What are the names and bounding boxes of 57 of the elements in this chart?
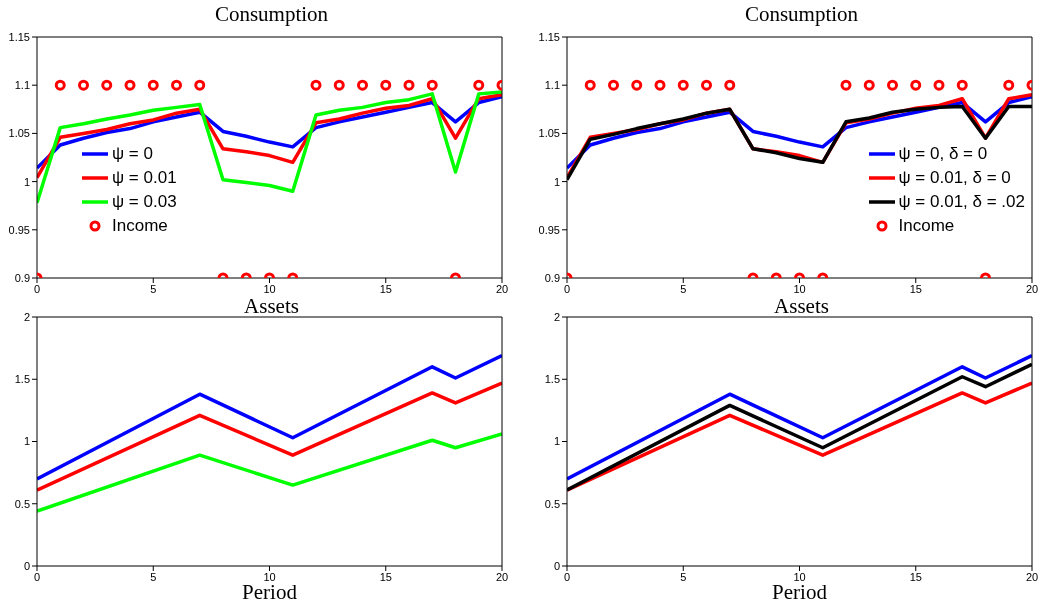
x-tick-label: 5 (680, 570, 687, 583)
y-tick-label: 0.9 (14, 271, 30, 284)
x-tick-label: 15 (909, 570, 922, 583)
y-tick-label: 0 (553, 559, 560, 572)
y-tick-label: 1.1 (14, 79, 30, 92)
line-series (37, 353, 502, 481)
x-tick-label: 0 (563, 570, 571, 583)
x-tick-label: 20 (1025, 282, 1039, 295)
x-tick-label: 5 (680, 282, 687, 295)
y-tick-label: 2 (23, 310, 30, 323)
x-tick-label: 10 (793, 570, 806, 583)
chart-title: Consumption (213, 2, 330, 26)
y-tick-label: 2 (553, 310, 560, 323)
chart-title: Assets (243, 294, 300, 318)
legend-label: ψ = 0.01 (112, 168, 177, 188)
line-series (37, 381, 502, 492)
x-tick-label: 10 (793, 282, 806, 295)
x-tick-label: 20 (495, 570, 509, 583)
x-tick-label: 5 (150, 282, 157, 295)
y-tick-label: 1.05 (8, 127, 30, 140)
y-tick-label: 0.95 (538, 223, 560, 236)
x-tick-label: 20 (1025, 570, 1039, 583)
y-tick-label: 1 (23, 175, 30, 188)
x-tick-label: 0 (33, 282, 41, 295)
y-tick-label: 1.1 (544, 79, 560, 92)
y-tick-label: 0.5 (14, 497, 30, 510)
y-tick-label: 1 (553, 435, 560, 448)
y-tick-label: 1.5 (544, 373, 560, 386)
x-tick-label: 15 (379, 570, 392, 583)
legend-label: ψ = 0 (112, 144, 153, 164)
chart-title: Consumption (743, 2, 860, 26)
y-tick-label: 1.15 (538, 30, 560, 43)
legend-label: ψ = 0.01, δ = .02 (898, 192, 1025, 212)
y-tick-label: 1.05 (538, 127, 560, 140)
chart-title: Assets (773, 294, 830, 318)
x-tick-label: 15 (379, 282, 392, 295)
y-tick-label: 1.5 (14, 373, 30, 386)
y-tick-label: 0.95 (8, 223, 30, 236)
x-tick-label: 5 (150, 570, 157, 583)
legend-label: Income (112, 216, 168, 236)
legend-label: ψ = 0.03 (112, 192, 177, 212)
x-tick-label: 0 (33, 570, 41, 583)
x-tick-label: 10 (263, 282, 276, 295)
y-tick-label: 0.5 (544, 497, 560, 510)
y-tick-label: 1 (23, 435, 30, 448)
y-tick-label: 0.9 (544, 271, 560, 284)
legend-label: ψ = 0.01, δ = 0 (898, 168, 1011, 188)
legend-label: ψ = 0, δ = 0 (898, 144, 988, 164)
x-tick-label: 0 (563, 282, 571, 295)
y-tick-label: 1 (553, 175, 560, 188)
x-tick-label: 10 (263, 570, 276, 583)
line-series (37, 432, 502, 513)
legend-label: Income (898, 216, 955, 236)
x-tick-label: 20 (495, 282, 509, 295)
x-tick-label: 15 (909, 282, 922, 295)
y-tick-label: 0 (23, 559, 30, 572)
y-tick-label: 1.15 (8, 30, 30, 43)
